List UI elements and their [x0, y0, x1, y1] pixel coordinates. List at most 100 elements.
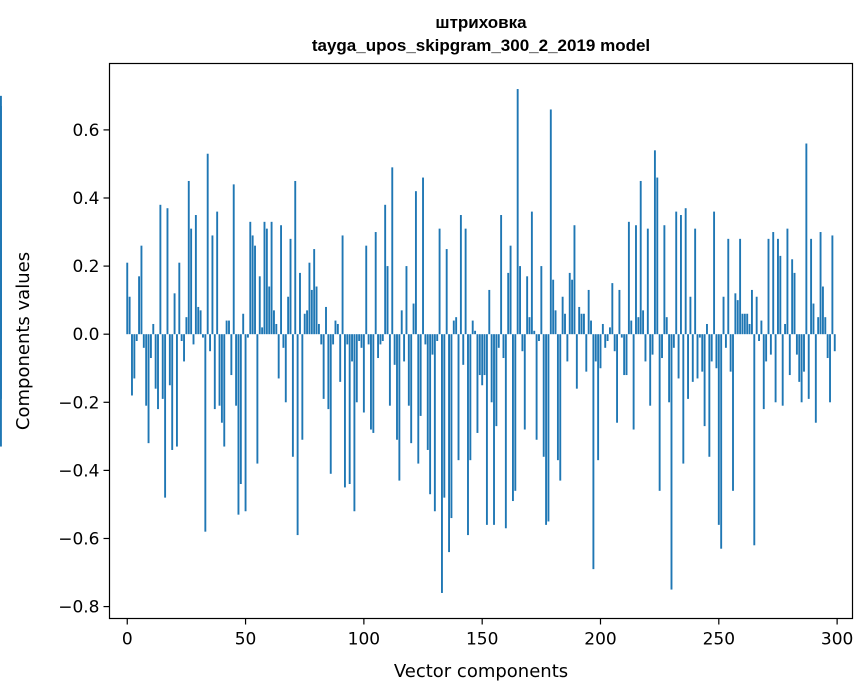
- bar: [701, 334, 704, 372]
- bar: [225, 320, 228, 335]
- bar: [485, 334, 488, 525]
- bar: [554, 310, 557, 335]
- x-tick-label: 50: [235, 630, 257, 650]
- bar: [637, 317, 640, 335]
- bar: [270, 221, 273, 335]
- bar: [478, 334, 481, 376]
- bar: [639, 180, 642, 335]
- bar: [370, 334, 372, 430]
- bar: [599, 334, 602, 369]
- bar: [611, 283, 614, 335]
- bar: [597, 334, 600, 461]
- bar: [571, 279, 574, 335]
- bar: [538, 334, 540, 341]
- bar: [282, 334, 285, 348]
- bar: [135, 334, 138, 341]
- bar: [504, 334, 507, 529]
- bar: [400, 310, 403, 335]
- bar: [675, 211, 678, 335]
- bar: [452, 320, 455, 335]
- bar: [566, 334, 569, 362]
- bar: [734, 293, 737, 335]
- bar: [379, 334, 382, 345]
- bar: [183, 334, 185, 362]
- bar: [474, 330, 477, 335]
- bar: [194, 215, 197, 335]
- bar: [351, 334, 353, 362]
- x-axis-label: Vector components: [394, 661, 568, 682]
- bar: [367, 334, 370, 345]
- bar: [585, 334, 588, 372]
- bar: [646, 228, 649, 335]
- bar: [325, 306, 327, 335]
- bar: [464, 228, 467, 335]
- bar: [334, 320, 337, 335]
- bar: [438, 228, 441, 335]
- bar: [343, 334, 346, 488]
- bar: [530, 211, 533, 335]
- bar: [568, 272, 571, 335]
- bar: [237, 334, 240, 515]
- bar: [426, 334, 429, 450]
- bar: [273, 310, 275, 335]
- bar: [833, 334, 836, 352]
- bar: [145, 334, 148, 406]
- bar: [781, 334, 784, 406]
- bar: [549, 109, 552, 335]
- bar: [500, 215, 503, 335]
- bar: [412, 303, 415, 335]
- bar: [556, 334, 559, 461]
- bar: [173, 293, 176, 335]
- bar: [684, 208, 687, 335]
- y-tick-label: 0.6: [72, 121, 99, 141]
- bar: [249, 221, 252, 335]
- bar: [613, 334, 616, 352]
- bar: [251, 235, 254, 335]
- bar: [213, 334, 216, 410]
- bar: [355, 334, 358, 403]
- bar: [232, 184, 235, 335]
- bar: [495, 334, 498, 427]
- y-tick-label: −0.6: [58, 529, 99, 549]
- bar: [644, 334, 647, 362]
- bar: [694, 228, 697, 335]
- bar: [209, 334, 212, 352]
- bar: [519, 266, 521, 335]
- bar: [284, 334, 287, 403]
- bar: [459, 215, 462, 335]
- bar: [329, 334, 332, 474]
- bar: [261, 327, 264, 335]
- bar: [462, 334, 465, 365]
- bar: [467, 334, 469, 536]
- bar: [206, 153, 209, 335]
- y-tick-label: 0.0: [72, 325, 99, 345]
- bar: [729, 334, 732, 372]
- bar: [490, 334, 493, 403]
- bar: [542, 334, 545, 457]
- bar: [488, 289, 491, 335]
- bar: [265, 228, 268, 335]
- bar: [627, 221, 630, 335]
- bar: [649, 334, 652, 406]
- bar: [455, 317, 458, 335]
- bar: [786, 228, 789, 335]
- bar: [635, 225, 637, 335]
- plot-frame: [108, 62, 854, 620]
- bar: [457, 334, 460, 461]
- bar: [658, 334, 661, 491]
- bar: [580, 313, 583, 335]
- x-tick-label: 0: [122, 630, 133, 650]
- bar: [317, 323, 320, 335]
- bar: [587, 289, 590, 335]
- bar: [431, 334, 434, 355]
- bar: [140, 245, 143, 335]
- bar: [743, 313, 746, 335]
- bar: [689, 296, 692, 335]
- bar: [758, 334, 760, 341]
- bar: [185, 317, 188, 335]
- bar: [268, 286, 271, 335]
- bar: [294, 180, 297, 335]
- bar: [393, 334, 396, 365]
- bar: [353, 334, 356, 512]
- bar: [164, 334, 167, 498]
